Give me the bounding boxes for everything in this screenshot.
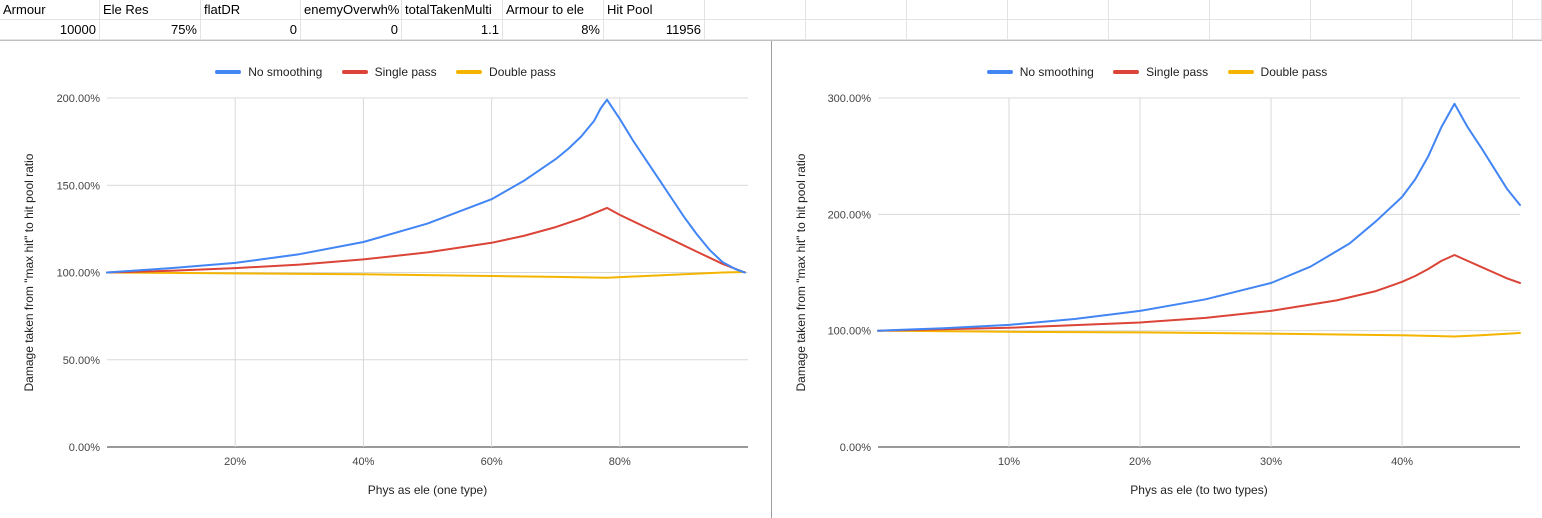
y-tick-label: 300.00% [828,93,872,105]
legend-swatch [986,70,1013,74]
y-tick-label: 0.00% [840,442,871,454]
legend: No smoothing Single pass Double pass [0,63,771,79]
x-tick-label: 80% [609,456,631,468]
legend-item-no-smoothing[interactable]: No smoothing [986,65,1094,79]
empty-cell[interactable] [1109,20,1210,40]
y-tick-labels: 0.00% 100.00% 200.00% 300.00% [828,93,872,454]
empty-cell[interactable] [1109,0,1210,20]
empty-cell[interactable] [907,20,1008,40]
value-cell-hit-pool[interactable]: 11956 [604,20,705,40]
chart-two-types[interactable]: 0.00% 100.00% 200.00% 300.00% 10% 20% 30% 40% … [772,41,1542,518]
y-tick-label: 100.00% [57,268,101,280]
empty-cell[interactable] [1412,0,1513,20]
header-cell-total-taken-multi[interactable]: totalTakenMulti [402,0,503,20]
empty-cell[interactable] [1311,0,1412,20]
value-cell-armour[interactable]: 10000 [0,20,100,40]
chart-one-type-svg: 0.00% 50.00% 100.00% 150.00% 200.00% 20% 40% 6… [22,93,748,497]
series-line-no-smoothing[interactable] [877,102,1521,332]
x-tick-label: 60% [481,456,503,468]
x-tick-label: 20% [224,456,246,468]
x-axis-title: Phys as ele (one type) [368,483,487,497]
empty-cell[interactable] [1210,20,1311,40]
header-cell-hit-pool[interactable]: Hit Pool [604,0,705,20]
y-tick-label: 200.00% [57,93,101,105]
series-lines [106,98,746,279]
empty-cell[interactable] [1008,0,1109,20]
legend-label: Single pass [1146,65,1209,79]
empty-cell[interactable] [806,0,907,20]
header-cell-armour[interactable]: Armour [0,0,100,20]
x-tick-label: 10% [998,456,1020,468]
value-cell-enemy-overwhelm[interactable]: 0 [301,20,402,40]
header-row: Armour Ele Res flatDR enemyOverwh% total… [0,0,1542,20]
header-cell-flatdr[interactable]: flatDR [201,0,301,20]
sheet-border [0,40,1542,41]
legend-swatch [215,70,242,74]
legend-item-no-smoothing[interactable]: No smoothing [215,65,322,79]
legend-swatch [341,70,368,74]
x-tick-label: 40% [1391,456,1413,468]
x-axis-title: Phys as ele (to two types) [1130,483,1267,497]
chart-one-type[interactable]: 0.00% 50.00% 100.00% 150.00% 200.00% 20% 40% 6… [0,41,771,518]
legend-label: Double pass [1260,65,1328,79]
empty-cell[interactable] [1008,20,1109,40]
x-tick-labels: 10% 20% 30% 40% [998,456,1413,468]
y-tick-label: 100.00% [828,326,872,338]
legend-label: No smoothing [248,65,323,79]
empty-cell[interactable] [1513,20,1542,40]
series-lines [877,102,1521,338]
y-tick-label: 200.00% [828,209,872,221]
y-tick-label: 150.00% [57,180,101,192]
empty-cell[interactable] [1311,20,1412,40]
empty-cell[interactable] [705,0,806,20]
series-line-double-pass[interactable] [877,329,1521,338]
y-tick-label: 0.00% [69,442,100,454]
empty-cell[interactable] [1210,0,1311,20]
series-line-single-pass[interactable] [877,254,1521,332]
empty-cell[interactable] [705,20,806,40]
y-axis-title: Damage taken from "max hit" to hit pool … [22,153,36,391]
spreadsheet-strip: Armour Ele Res flatDR enemyOverwh% total… [0,0,1542,41]
x-tick-label: 30% [1260,456,1282,468]
series-line-single-pass[interactable] [106,206,746,274]
empty-cell[interactable] [806,20,907,40]
value-cell-armour-to-ele[interactable]: 8% [503,20,604,40]
legend-item-double-pass[interactable]: Double pass [1227,65,1328,79]
value-cell-total-taken-multi[interactable]: 1.1 [402,20,503,40]
legend-item-single-pass[interactable]: Single pass [341,65,437,79]
header-cell-armour-to-ele[interactable]: Armour to ele [503,0,604,20]
y-tick-label: 50.00% [63,355,101,367]
chart-two-types-svg: 0.00%100.00%200.00%300.00% 10% 20% 30% 40% … [794,93,1521,497]
legend-swatch [456,70,483,74]
legend-swatch [1113,70,1140,74]
x-tick-labels: 20% 40% 60% 80% [224,456,631,468]
grid [878,97,1520,448]
series-line-no-smoothing[interactable] [106,98,746,274]
legend-swatch [1227,70,1254,74]
legend-item-single-pass[interactable]: Single pass [1113,65,1208,79]
header-cell-ele-res[interactable]: Ele Res [100,0,201,20]
value-cell-flatdr[interactable]: 0 [201,20,301,40]
chart-divider [771,41,772,518]
empty-cell[interactable] [1513,0,1542,20]
legend-item-double-pass[interactable]: Double pass [456,65,556,79]
y-axis-title: Damage taken from "max hit" to hit pool … [794,153,808,391]
value-row: 10000 75% 0 0 1.1 8% 11956 [0,20,1542,40]
legend-label: Double pass [489,65,556,79]
legend-label: Single pass [374,65,437,79]
empty-cell[interactable] [1412,20,1513,40]
header-cell-enemy-overwhelm[interactable]: enemyOverwh% [301,0,402,20]
y-tick-labels: 0.00% 50.00% 100.00% 150.00% 200.00% [57,93,101,454]
value-cell-ele-res[interactable]: 75% [100,20,201,40]
legend-label: No smoothing [1019,65,1094,79]
grid [107,97,748,448]
legend: No smoothing Single pass Double pass [772,63,1542,79]
empty-cell[interactable] [907,0,1008,20]
x-tick-label: 20% [1129,456,1151,468]
series-line-double-pass[interactable] [106,271,746,279]
x-tick-label: 40% [352,456,374,468]
